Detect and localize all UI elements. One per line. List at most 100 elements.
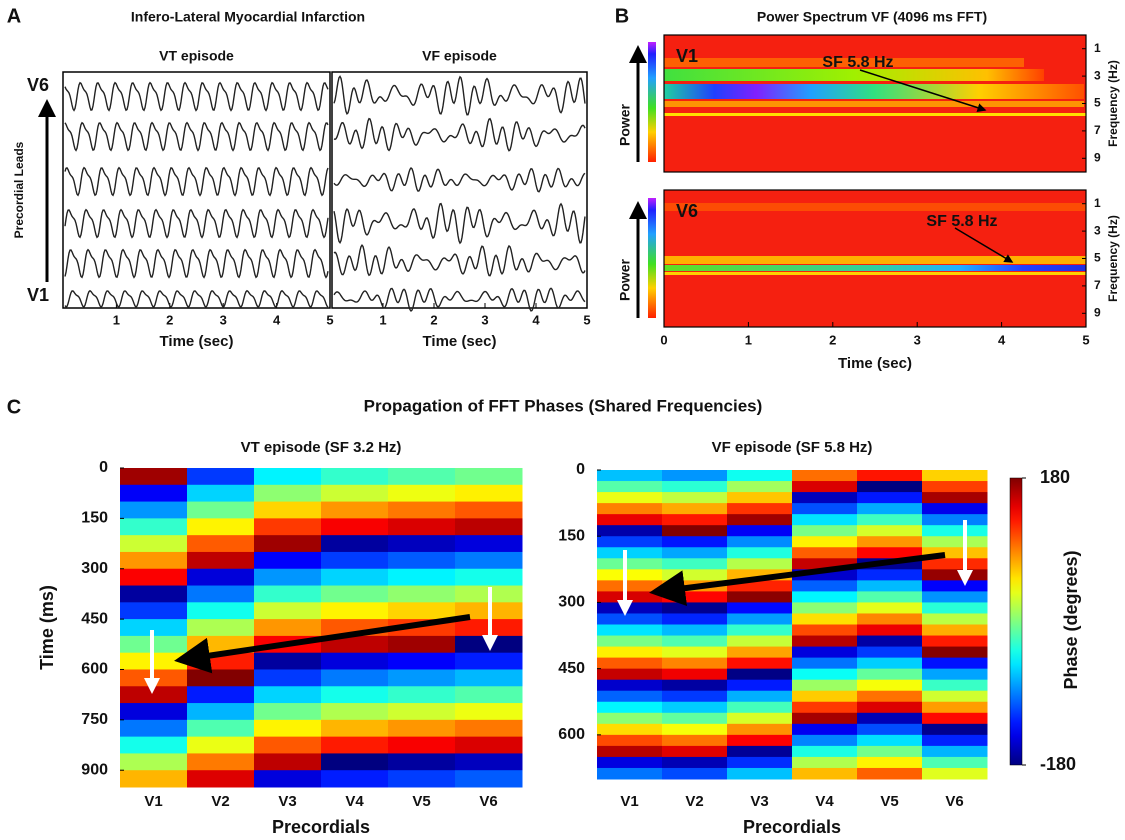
x-tick-label: V6 — [945, 793, 963, 810]
heatmap-cell — [792, 767, 858, 780]
heatmap-cell — [120, 518, 188, 536]
y-tick-label: 1 — [1094, 41, 1101, 55]
y-tick-label: 300 — [558, 594, 585, 611]
heatmap-cell — [857, 591, 923, 603]
heatmap-cell — [455, 719, 523, 738]
heatmap-cell — [254, 753, 322, 771]
heatmap-cell — [321, 686, 389, 704]
x-tick-label: 4 — [273, 312, 281, 327]
heatmap-cell — [321, 501, 389, 519]
x-tick-label: V5 — [412, 793, 430, 810]
heatmap-cell — [254, 585, 322, 603]
heatmap-cell — [187, 484, 255, 503]
heatmap-cell — [662, 536, 728, 548]
heatmap-cell — [662, 624, 728, 637]
heatmap-cell — [857, 503, 923, 515]
heatmap-cell — [792, 569, 858, 581]
heatmap-cell — [662, 767, 728, 780]
heatmap-cell — [388, 602, 456, 620]
heatmap-cell — [120, 535, 188, 553]
heatmap-cell — [792, 547, 858, 559]
heatmap-cell — [187, 602, 255, 620]
y-axis-label: Precordial Leads — [12, 141, 26, 238]
heatmap-cell — [662, 525, 728, 537]
heatmap-cell — [597, 712, 663, 725]
heatmap-cell — [857, 646, 923, 659]
heatmap-cell — [455, 501, 523, 519]
subplot-title: VF episode (SF 5.8 Hz) — [712, 439, 873, 456]
heatmap-cell — [597, 745, 663, 758]
heatmap-cell — [455, 652, 523, 670]
ecg-trace — [333, 243, 586, 277]
ecg-trace — [64, 289, 329, 309]
heatmap-cell — [187, 753, 255, 771]
y-tick-label: 7 — [1094, 123, 1101, 137]
y-tick-label: 3 — [1094, 223, 1101, 237]
y-tick-label: 5 — [1094, 251, 1101, 265]
heatmap-cell — [922, 591, 988, 603]
heatmap-cell — [187, 585, 255, 603]
heatmap-cell — [727, 547, 793, 559]
heatmap-cell — [388, 468, 456, 486]
x-tick-label: V4 — [345, 793, 364, 810]
heatmap-cell — [727, 756, 793, 769]
heatmap-cell — [120, 551, 188, 570]
overlay — [144, 520, 973, 694]
x-tick-label: V3 — [750, 793, 768, 810]
heatmap-cell — [662, 657, 728, 670]
x-axis-label: Precordials — [272, 817, 370, 837]
heatmap-cell — [254, 669, 322, 687]
heatmap-cell — [254, 619, 322, 637]
heatmap-cell — [857, 547, 923, 559]
heatmap-cell — [388, 736, 456, 754]
heatmap-cell — [922, 635, 988, 648]
y-tick-label: 0 — [576, 461, 585, 478]
heatmap-cell — [857, 580, 923, 592]
heatmap-cell — [922, 756, 988, 769]
subplot-title: VF episode — [422, 48, 497, 64]
colorbars-power — [629, 42, 1014, 318]
heatmap-cell — [254, 652, 322, 670]
heatmap-cell — [597, 756, 663, 769]
heatmap-cell — [792, 514, 858, 526]
heatmap-cell — [321, 518, 389, 536]
heatmap-cell — [922, 569, 988, 581]
y-tick-label: 1 — [1094, 196, 1101, 210]
heatmap-cell — [922, 712, 988, 725]
heatmap-cell — [922, 690, 988, 703]
heatmap-cell — [388, 669, 456, 687]
heatmap-cell — [727, 602, 793, 614]
heatmap-cell — [455, 518, 523, 536]
heatmap-cell — [597, 492, 663, 504]
ecg-trace — [333, 287, 586, 313]
lead-label-bottom: V1 — [27, 285, 49, 305]
annotation: SF 5.8 Hz — [822, 54, 893, 71]
panel-title: Propagation of FFT Phases (Shared Freque… — [364, 396, 763, 415]
heatmap-cell — [187, 736, 255, 754]
heatmap-cell — [792, 745, 858, 758]
ecg-trace — [333, 117, 586, 152]
heatmap-cell — [597, 569, 663, 581]
heatmap-cell — [388, 686, 456, 704]
x-tick-label: 5 — [583, 312, 590, 327]
plot-frame — [62, 71, 331, 309]
heatmap-cell — [321, 484, 389, 503]
heatmap-cell — [662, 712, 728, 725]
heatmap-cell — [727, 745, 793, 758]
heatmap-cell — [597, 635, 663, 648]
heatmap-cell — [597, 602, 663, 614]
heatmap-cell — [187, 518, 255, 536]
heatmap-cell — [597, 646, 663, 659]
heatmap-cells — [120, 468, 988, 788]
heatmap-cell — [388, 484, 456, 503]
heatmap-cell — [857, 514, 923, 526]
heatmap-cell — [254, 518, 322, 536]
heatmap-cell — [597, 668, 663, 681]
ecg-trace — [64, 166, 329, 197]
heatmap-cell — [388, 501, 456, 519]
heatmap-cell — [662, 679, 728, 692]
heatmap-cell — [597, 690, 663, 703]
heatmap-cell — [321, 770, 389, 788]
